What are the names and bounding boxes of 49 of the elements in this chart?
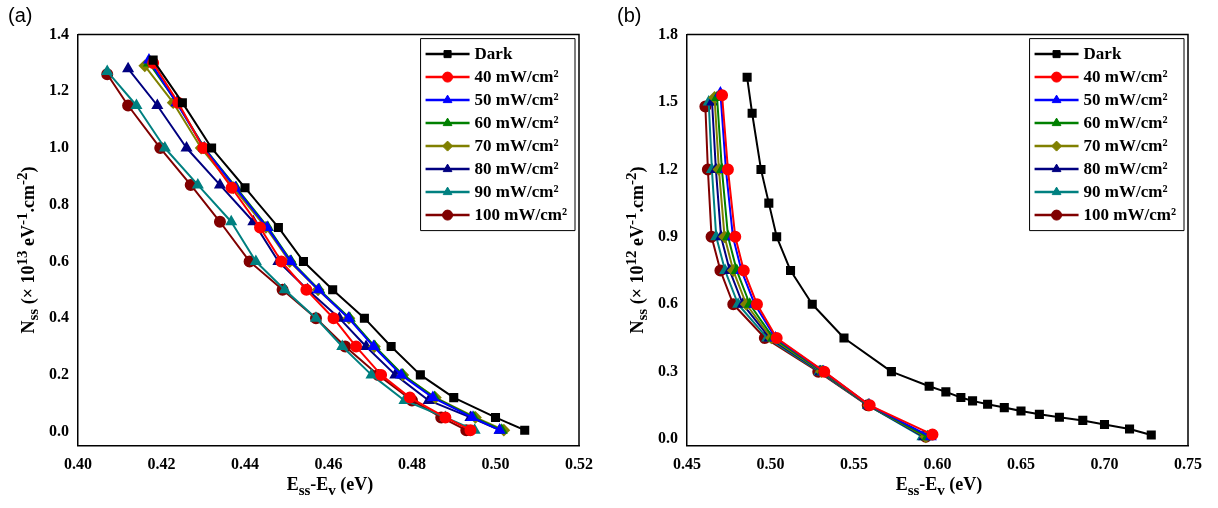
y-tick-label: 0.3	[658, 361, 678, 379]
x-tick-label: 0.65	[1007, 454, 1035, 472]
legend-label: 60 mW/cm²	[1083, 113, 1168, 133]
y-tick-label: 0.8	[49, 194, 69, 212]
legend-label: 70 mW/cm²	[1083, 136, 1168, 156]
legend-label: Dark	[474, 44, 513, 64]
y-tick-label: 0.6	[49, 251, 69, 269]
y-tick-label: 1.8	[658, 24, 678, 42]
legend-label: 100 mW/cm²	[474, 205, 567, 225]
x-tick-label: 0.60	[923, 454, 952, 472]
x-tick-label: 0.75	[1174, 454, 1202, 472]
x-tick-label: 0.45	[673, 454, 701, 472]
y-tick-label: 0.6	[658, 294, 678, 312]
x-tick-label: 0.42	[147, 454, 176, 472]
legend-label: 100 mW/cm²	[1083, 205, 1176, 225]
legend-label: 60 mW/cm²	[474, 113, 559, 133]
y-tick-label: 1.0	[49, 138, 69, 156]
legend-label: Dark	[1083, 44, 1122, 64]
chart-title: (a)	[8, 4, 33, 27]
legend-label: 70 mW/cm²	[474, 136, 559, 156]
legend-label: 50 mW/cm²	[474, 90, 559, 110]
y-tick-label: 0.0	[658, 429, 678, 447]
legend-label: 80 mW/cm²	[474, 159, 559, 179]
x-tick-label: 0.50	[756, 454, 785, 472]
legend-label: 50 mW/cm²	[1083, 90, 1168, 110]
chart-title: (b)	[617, 4, 642, 27]
y-tick-label: 0.4	[49, 308, 69, 326]
legend-label: 40 mW/cm²	[474, 67, 559, 87]
legend-label: 90 mW/cm²	[474, 182, 559, 202]
x-tick-label: 0.48	[398, 454, 426, 472]
legend-label: 40 mW/cm²	[1083, 67, 1168, 87]
x-axis-title: E$_{ss}$-E$_{v}$ (eV)	[895, 474, 983, 499]
x-tick-label: 0.40	[64, 454, 92, 472]
x-tick-label: 0.46	[314, 454, 343, 472]
legend-label: 90 mW/cm²	[1083, 182, 1168, 202]
y-tick-label: 1.5	[658, 92, 678, 110]
x-tick-label: 0.44	[231, 454, 259, 472]
x-tick-label: 0.52	[565, 454, 593, 472]
y-tick-label: 0.0	[49, 421, 69, 439]
legend-label: 80 mW/cm²	[1083, 159, 1168, 179]
y-tick-label: 0.9	[658, 226, 678, 244]
x-tick-label: 0.50	[481, 454, 510, 472]
x-axis-title: E$_{ss}$-E$_{v}$ (eV)	[286, 474, 374, 499]
y-tick-label: 0.2	[49, 365, 69, 383]
y-tick-label: 1.4	[49, 24, 69, 42]
y-tick-label: 1.2	[658, 159, 678, 177]
x-tick-label: 0.55	[840, 454, 868, 472]
y-tick-label: 1.2	[49, 81, 69, 99]
x-tick-label: 0.70	[1090, 454, 1119, 472]
